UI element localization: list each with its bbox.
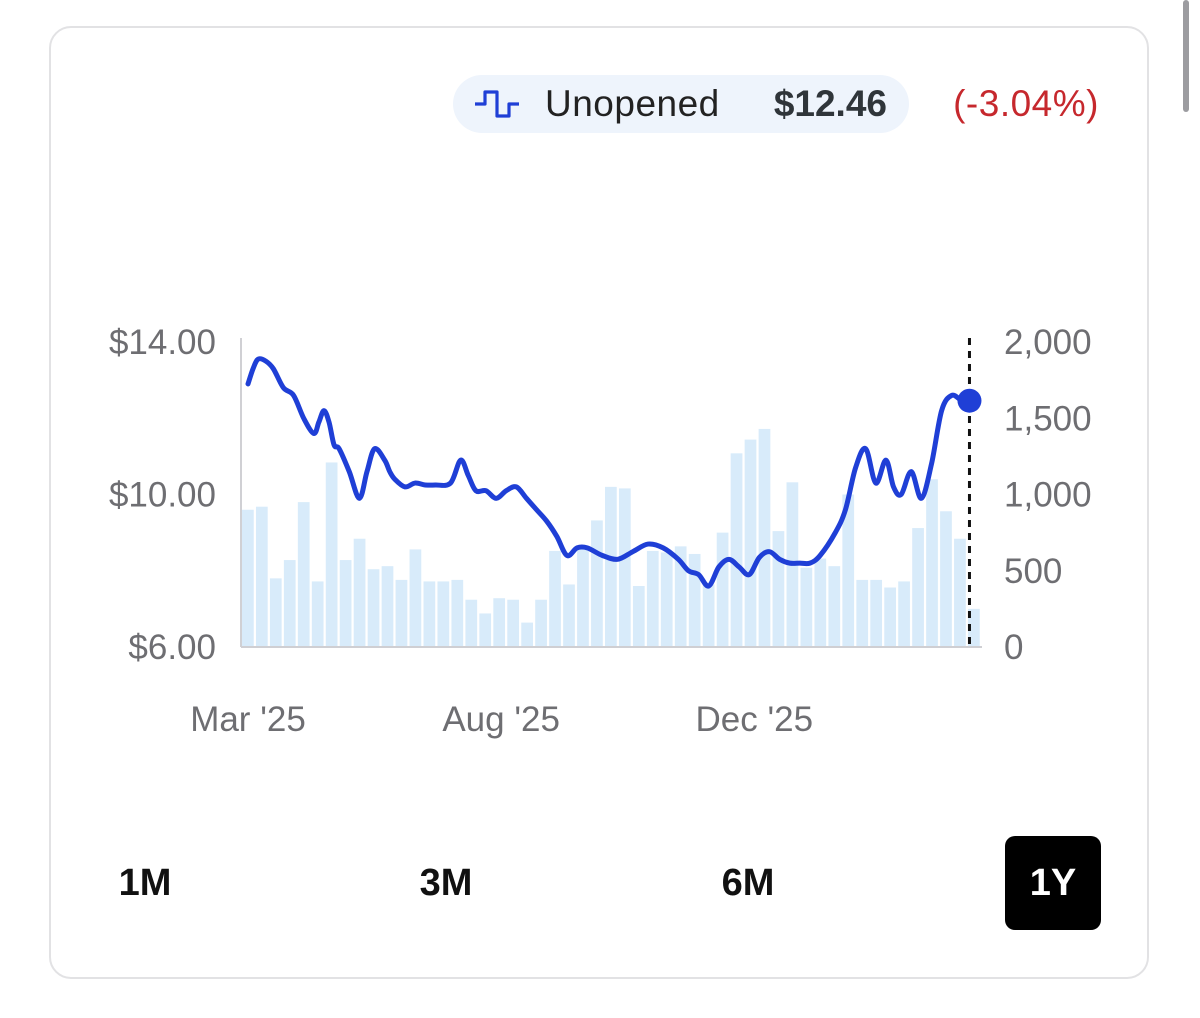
right-tick-label: 0 — [1004, 628, 1023, 667]
volume-bar — [339, 560, 352, 647]
current-price-marker — [957, 388, 982, 413]
volume-bar — [255, 506, 268, 647]
volume-bar — [591, 520, 603, 647]
volume-bar — [856, 579, 869, 647]
volume-bar — [926, 479, 938, 647]
right-axis-ticks: 2,000 1,500 1,000 500 0 — [1004, 323, 1092, 667]
right-tick-label: 1,000 — [1004, 476, 1092, 515]
volume-bar — [507, 599, 520, 647]
range-1y[interactable]: 1Y — [1005, 836, 1101, 930]
right-tick-label: 2,000 — [1004, 323, 1092, 362]
volume-bar — [758, 428, 771, 647]
volume-bar — [242, 509, 254, 647]
left-tick-label: $6.00 — [128, 628, 216, 667]
volume-bar — [940, 511, 952, 647]
volume-bar — [577, 547, 589, 647]
volume-bar — [898, 581, 910, 647]
volume-bar — [381, 566, 394, 647]
right-tick-label: 500 — [1004, 552, 1062, 591]
left-tick-label: $14.00 — [109, 323, 216, 362]
volume-bar — [730, 453, 743, 647]
x-axis-ticks: Mar '25 Aug '25 Dec '25 — [190, 700, 813, 739]
volume-bar — [325, 462, 338, 647]
volume-bar — [954, 538, 966, 647]
volume-bar — [549, 550, 561, 647]
volume-bar — [646, 550, 659, 647]
volume-bar — [870, 579, 883, 647]
volume-bar — [423, 581, 436, 647]
volume-bar — [912, 528, 924, 647]
legend-label: Unopened — [545, 83, 720, 124]
volume-bar — [437, 581, 450, 647]
volume-bar — [660, 552, 673, 647]
volume-bar — [702, 584, 715, 647]
volume-bar — [744, 439, 757, 647]
volume-bar — [884, 587, 896, 647]
volume-bar — [297, 502, 310, 647]
price-change: (-3.04%) — [953, 83, 1099, 124]
volume-bar — [716, 532, 729, 647]
x-tick-label: Aug '25 — [442, 700, 560, 739]
left-axis-ticks: $14.00 $10.00 $6.00 — [109, 323, 216, 667]
volume-bar — [842, 494, 855, 647]
volume-bar — [283, 560, 296, 647]
volume-bar — [465, 599, 478, 647]
volume-bar — [772, 531, 785, 647]
volume-bar — [521, 622, 533, 647]
range-3m[interactable]: 3M — [419, 862, 473, 904]
volume-bar — [409, 549, 422, 647]
volume-bar — [800, 567, 813, 647]
right-tick-label: 1,500 — [1004, 399, 1092, 438]
volume-bar — [605, 486, 617, 647]
volume-bar — [395, 579, 408, 647]
legend-pill[interactable]: Unopened $12.46 — [453, 75, 909, 133]
volume-bar — [814, 558, 827, 647]
volume-bar — [688, 553, 701, 647]
volume-bar — [269, 578, 282, 647]
sealed-product-icon — [475, 90, 519, 118]
scrollbar[interactable] — [1183, 0, 1189, 112]
x-tick-label: Mar '25 — [190, 700, 306, 739]
volume-bar — [632, 586, 645, 647]
range-6m[interactable]: 6M — [721, 862, 775, 904]
volume-bar — [311, 581, 324, 647]
volume-bar — [535, 599, 547, 647]
volume-bar — [479, 613, 492, 647]
volume-bar — [353, 538, 366, 647]
volume-bar — [367, 569, 380, 647]
legend-price: $12.46 — [773, 83, 887, 124]
range-1m[interactable]: 1M — [118, 862, 172, 904]
price-line — [245, 356, 972, 589]
x-tick-label: Dec '25 — [696, 700, 814, 739]
left-tick-label: $10.00 — [109, 476, 216, 515]
volume-bar — [493, 598, 506, 647]
volume-bar — [618, 488, 631, 647]
volume-bars — [242, 428, 980, 647]
price-history-card — [49, 26, 1149, 979]
volume-bar — [563, 584, 575, 647]
volume-bar — [828, 566, 841, 647]
volume-bar — [451, 579, 464, 647]
volume-bar — [968, 608, 980, 647]
volume-bar — [674, 546, 687, 647]
